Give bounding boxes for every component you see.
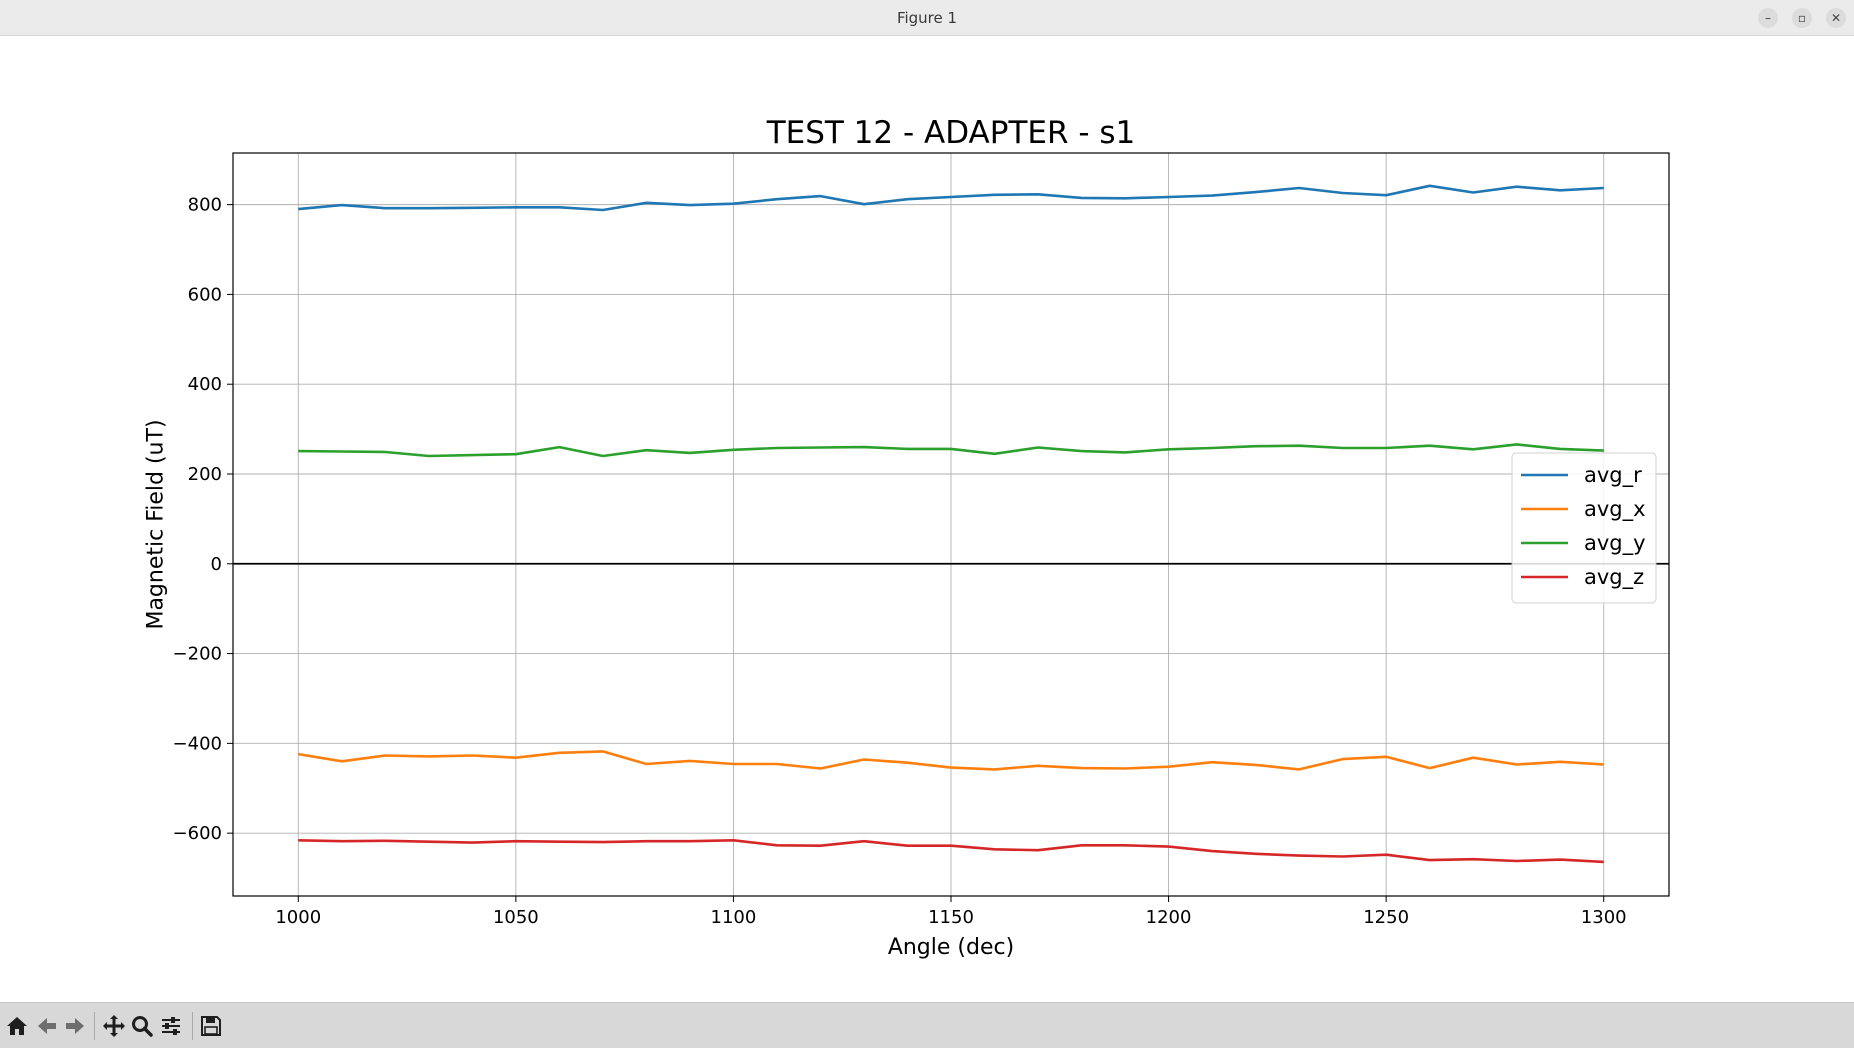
x-tick-label: 1050 <box>493 907 539 928</box>
y-tick-label: −200 <box>173 644 222 665</box>
x-tick-label: 1100 <box>711 907 757 928</box>
y-tick-label: 400 <box>188 374 222 395</box>
legend-label: avg_z <box>1584 565 1644 590</box>
series-line-avg-y <box>298 443 1604 458</box>
toolbar-separator <box>192 1012 193 1040</box>
x-tick-label: 1250 <box>1363 907 1409 928</box>
window-title: Figure 1 <box>896 9 958 27</box>
y-tick-label: 800 <box>188 195 222 216</box>
minimize-button[interactable]: – <box>1758 8 1778 28</box>
y-axis-label: Magnetic Field (uT) <box>144 419 169 629</box>
back-icon[interactable] <box>35 1014 59 1038</box>
x-tick-label: 1150 <box>928 907 974 928</box>
y-tick-label: −600 <box>173 823 222 844</box>
legend-label: avg_y <box>1584 531 1646 556</box>
figure-canvas[interactable]: 1000 1050 1100 1150 1200 1250 1300 800 600 400 200… <box>0 36 1854 1002</box>
x-tick-label: 1300 <box>1581 907 1627 928</box>
legend-label: avg_x <box>1584 497 1646 522</box>
grid-layer <box>233 153 1669 896</box>
save-icon[interactable] <box>199 1014 223 1038</box>
window-titlebar: Figure 1 – ▫ ✕ <box>0 0 1854 36</box>
maximize-button[interactable]: ▫ <box>1792 8 1812 28</box>
tick-layer: 1000 1050 1100 1150 1200 1250 1300 800 600 400 200… <box>173 195 1627 928</box>
legend-box <box>1511 452 1657 604</box>
pan-icon[interactable] <box>102 1014 126 1038</box>
y-tick-label: 0 <box>211 554 222 575</box>
x-tick-label: 1200 <box>1146 907 1192 928</box>
y-tick-label: 600 <box>188 284 222 305</box>
series-line-avg-r <box>298 184 1604 212</box>
navigation-toolbar <box>0 1002 1854 1048</box>
configure-subplots-icon[interactable] <box>159 1014 183 1038</box>
legend-label: avg_r <box>1584 463 1642 488</box>
home-icon[interactable] <box>5 1014 29 1038</box>
zoom-icon[interactable] <box>130 1014 154 1038</box>
chart-title: TEST 12 - ADAPTER - s1 <box>766 115 1136 151</box>
x-tick-label: 1000 <box>275 907 321 928</box>
close-button[interactable]: ✕ <box>1826 8 1846 28</box>
forward-icon[interactable] <box>63 1014 87 1038</box>
toolbar-separator <box>94 1012 95 1040</box>
line-chart[interactable]: 1000 1050 1100 1150 1200 1250 1300 800 600 400 200… <box>0 36 1854 1002</box>
legend: avg_r avg_x avg_y avg_z <box>1511 452 1657 604</box>
series-line-avg-x <box>298 750 1604 771</box>
y-tick-label: −400 <box>173 733 222 754</box>
x-axis-label: Angle (dec) <box>888 935 1014 960</box>
series-line-avg-z <box>298 838 1604 864</box>
y-tick-label: 200 <box>188 464 222 485</box>
series-layer <box>298 184 1604 864</box>
